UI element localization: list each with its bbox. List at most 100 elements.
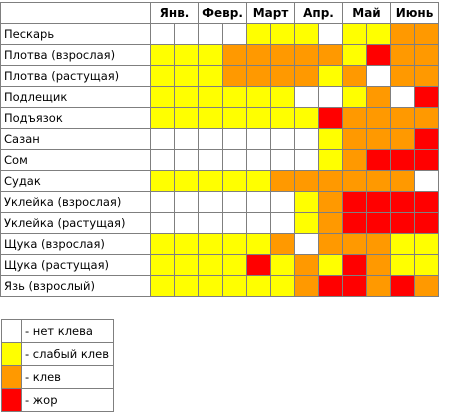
bite-cell — [246, 212, 271, 234]
legend-label: - жор — [21, 388, 114, 412]
bite-cell — [222, 233, 247, 255]
table-row: Щука (взрослая) — [0, 233, 439, 255]
bite-cell — [198, 212, 223, 234]
bite-cell — [318, 23, 343, 45]
bite-cell — [270, 275, 295, 297]
bite-cell — [270, 86, 295, 108]
bite-cell — [366, 275, 391, 297]
bite-cell — [246, 254, 271, 276]
table-row: Подъязок — [0, 107, 439, 129]
bite-cell — [294, 44, 319, 66]
bite-cell — [342, 170, 367, 192]
bite-cell — [390, 191, 415, 213]
legend-swatch — [1, 388, 22, 412]
bite-cell — [390, 212, 415, 234]
bite-cell — [174, 149, 199, 171]
bite-cell — [174, 65, 199, 87]
bite-cell — [246, 149, 271, 171]
bite-cell — [246, 170, 271, 192]
bite-cell — [174, 128, 199, 150]
table-row: Сом — [0, 149, 439, 171]
bite-cell — [150, 128, 175, 150]
bite-cell — [342, 107, 367, 129]
legend-item: - клев — [1, 365, 114, 389]
bite-cell — [198, 191, 223, 213]
bite-cell — [342, 275, 367, 297]
bite-cell — [342, 128, 367, 150]
bite-cell — [270, 191, 295, 213]
fish-name: Плотва (растущая) — [0, 65, 151, 87]
bite-cell — [318, 254, 343, 276]
bite-cell — [246, 233, 271, 255]
bite-cell — [390, 275, 415, 297]
bite-cell — [222, 107, 247, 129]
bite-cell — [414, 107, 439, 129]
bite-cell — [222, 23, 247, 45]
fish-name: Щука (растущая) — [0, 254, 151, 276]
fish-name: Уклейка (растущая) — [0, 212, 151, 234]
bite-cell — [366, 44, 391, 66]
bite-cell — [222, 170, 247, 192]
bite-cell — [414, 233, 439, 255]
bite-cell — [366, 107, 391, 129]
bite-cell — [390, 107, 415, 129]
legend-item: - слабый клев — [1, 342, 114, 366]
bite-cell — [270, 170, 295, 192]
bite-cell — [198, 23, 223, 45]
bite-cell — [414, 128, 439, 150]
bite-cell — [174, 212, 199, 234]
bite-cell — [342, 23, 367, 45]
bite-cell — [174, 233, 199, 255]
bite-cell — [414, 23, 439, 45]
bite-cell — [150, 233, 175, 255]
bite-cell — [270, 128, 295, 150]
bite-cell — [174, 170, 199, 192]
bite-cell — [366, 86, 391, 108]
fish-name: Плотва (взрослая) — [0, 44, 151, 66]
bite-cell — [174, 86, 199, 108]
bite-cell — [366, 212, 391, 234]
bite-cell — [390, 254, 415, 276]
header-corner — [0, 2, 151, 24]
month-header-jun: Июнь — [390, 2, 439, 24]
fish-name: Щука (взрослая) — [0, 233, 151, 255]
bite-cell — [222, 191, 247, 213]
bite-cell — [342, 86, 367, 108]
bite-cell — [294, 23, 319, 45]
bite-cell — [294, 107, 319, 129]
table-row: Сазан — [0, 128, 439, 150]
bite-cell — [246, 107, 271, 129]
month-header-feb: Февр. — [198, 2, 247, 24]
legend-item: - жор — [1, 388, 114, 412]
bite-cell — [222, 254, 247, 276]
bite-cell — [150, 44, 175, 66]
bite-cell — [318, 86, 343, 108]
legend-label: - клев — [21, 365, 114, 389]
fish-name: Язь (взрослый) — [0, 275, 151, 297]
bite-cell — [414, 191, 439, 213]
bite-cell — [174, 191, 199, 213]
fish-name: Судак — [0, 170, 151, 192]
bite-cell — [414, 254, 439, 276]
bite-cell — [366, 128, 391, 150]
table-row: Пескарь — [0, 23, 439, 45]
bite-cell — [270, 23, 295, 45]
bite-cell — [198, 107, 223, 129]
month-header-jan: Янв. — [150, 2, 199, 24]
legend-table: - нет клева - слабый клев - клев - жор — [1, 319, 114, 412]
bite-cell — [246, 191, 271, 213]
bite-cell — [198, 170, 223, 192]
bite-cell — [390, 170, 415, 192]
table-row: Плотва (взрослая) — [0, 44, 439, 66]
fish-name: Пескарь — [0, 23, 151, 45]
bite-cell — [246, 86, 271, 108]
table-row: Уклейка (растущая) — [0, 212, 439, 234]
bite-cell — [342, 233, 367, 255]
month-header-mar: Март — [246, 2, 295, 24]
bite-cell — [174, 275, 199, 297]
bite-cell — [150, 212, 175, 234]
bite-cell — [222, 149, 247, 171]
bite-cell — [270, 233, 295, 255]
bite-cell — [414, 170, 439, 192]
bite-cell — [198, 275, 223, 297]
